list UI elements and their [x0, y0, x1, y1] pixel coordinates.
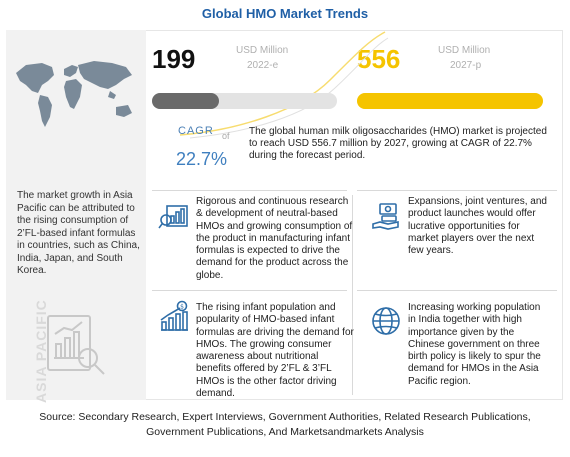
money-hand-icon — [372, 203, 399, 230]
unit-label-2027: USD Million — [438, 45, 491, 56]
year-label-2022: 2022-e — [247, 60, 279, 71]
market-bar-fill-2022 — [152, 93, 219, 109]
market-summary: The global human milk oligosaccharides (… — [249, 126, 547, 161]
growth-bars-icon: $ — [160, 300, 188, 331]
divider — [152, 190, 347, 191]
year-label-2027: 2027-p — [450, 60, 482, 71]
market-bar-2022 — [152, 93, 337, 109]
analytics-report-icon — [47, 315, 105, 375]
market-bar-fill-2027 — [357, 93, 543, 109]
cagr-value: 22.7% — [176, 149, 228, 169]
fact-text: The rising infant population and popular… — [196, 302, 354, 400]
research-chart-icon — [158, 205, 188, 229]
source-line-2: Government Publications, And Marketsandm… — [146, 426, 424, 438]
growth-curve-decoration — [180, 31, 389, 139]
divider — [357, 290, 557, 291]
globe-icon — [372, 307, 400, 335]
fact-text: Expansions, joint ventures, and product … — [408, 196, 547, 257]
svg-text:$: $ — [180, 304, 184, 311]
cagr-label: CAGR — [178, 125, 214, 137]
world-map-icon — [16, 61, 132, 127]
market-bar-2027 — [357, 93, 543, 109]
source-note: Source: Secondary Research, Expert Inter… — [0, 410, 570, 440]
fact-text: Increasing working population in India t… — [408, 302, 541, 387]
divider — [152, 290, 347, 291]
page-title: Global HMO Market Trends — [201, 6, 369, 21]
source-line-1: Source: Secondary Research, Expert Inter… — [39, 411, 531, 423]
region-description: The market growth in Asia Pacific can be… — [17, 190, 140, 276]
fact-text: Rigorous and continuous research & devel… — [196, 196, 353, 281]
market-value-2022: 199 — [152, 44, 196, 74]
cagr-of-label: of — [222, 131, 230, 141]
divider — [352, 195, 353, 395]
divider — [357, 190, 557, 191]
unit-label-2022: USD Million — [236, 45, 289, 56]
